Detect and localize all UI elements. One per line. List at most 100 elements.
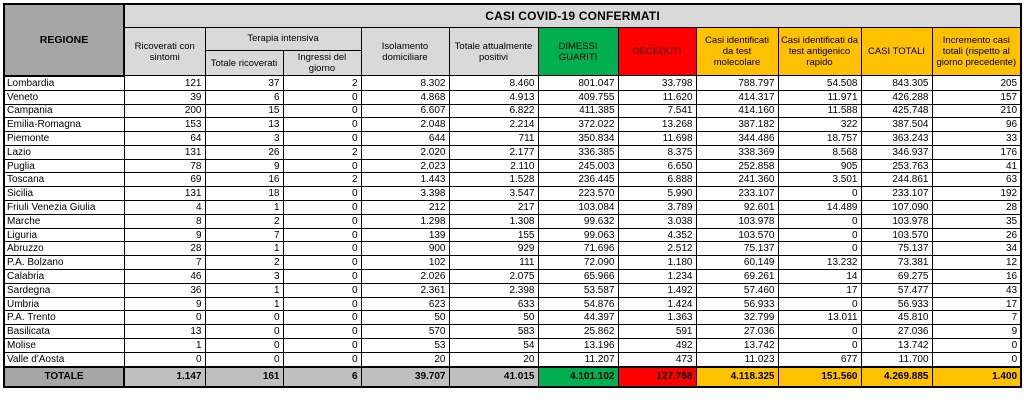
value-cell: 53 bbox=[360, 338, 450, 353]
value-cell: 33 bbox=[931, 131, 1022, 146]
value-cell: 4 bbox=[123, 200, 206, 215]
table-row: Lombardia 121 37 2 8.302 8.460 801.047 33.798 78… bbox=[3, 75, 1022, 91]
value-cell: 32.799 bbox=[695, 310, 779, 326]
table-row: Friuli Venezia Giulia 4 1 0 212 217 103.084 3.7… bbox=[3, 200, 1022, 215]
value-cell: 2.361 bbox=[360, 282, 450, 298]
value-cell: 155 bbox=[448, 227, 539, 243]
region-name-cell: Emilia-Romagna bbox=[3, 117, 125, 133]
value-cell: 0 bbox=[282, 269, 362, 284]
value-cell: 26 bbox=[931, 227, 1022, 243]
value-cell: 210 bbox=[931, 103, 1022, 119]
region-name-cell: Abruzzo bbox=[3, 241, 125, 257]
value-cell: 17 bbox=[931, 296, 1022, 312]
value-cell: 387.182 bbox=[695, 117, 779, 133]
value-cell: 492 bbox=[617, 338, 697, 353]
value-cell: 0 bbox=[282, 213, 362, 229]
value-cell: 2.177 bbox=[448, 144, 539, 160]
value-cell: 2.026 bbox=[360, 269, 450, 284]
value-cell: 78 bbox=[123, 158, 206, 174]
value-cell: 36 bbox=[123, 282, 206, 298]
value-cell: 0 bbox=[204, 338, 284, 353]
value-cell: 473 bbox=[617, 351, 697, 368]
value-cell: 75.137 bbox=[860, 241, 933, 257]
value-cell: 103.978 bbox=[695, 213, 779, 229]
value-cell: 2.214 bbox=[448, 117, 539, 133]
value-cell: 46 bbox=[123, 269, 206, 284]
value-cell: 425.748 bbox=[860, 103, 933, 119]
value-cell: 0 bbox=[204, 310, 284, 326]
value-cell: 39 bbox=[123, 89, 206, 105]
value-cell: 53.587 bbox=[537, 282, 619, 298]
value-cell: 591 bbox=[617, 324, 697, 340]
value-cell: 11.971 bbox=[777, 89, 862, 105]
region-name-cell: Calabria bbox=[3, 269, 125, 284]
totale-test-antigenico: 151.560 bbox=[777, 365, 862, 388]
value-cell: 0 bbox=[282, 158, 362, 174]
value-cell: 131 bbox=[123, 144, 206, 160]
table-row: Puglia 78 9 0 2.023 2.110 245.003 6.650 252.858 9… bbox=[3, 158, 1022, 174]
value-cell: 0 bbox=[282, 89, 362, 105]
value-cell: 4.868 bbox=[360, 89, 450, 105]
totale-isolamento: 39.707 bbox=[360, 365, 450, 388]
header-regione: REGIONE bbox=[3, 3, 125, 77]
region-name-cell: Valle d'Aosta bbox=[3, 351, 125, 368]
value-cell: 17 bbox=[777, 282, 862, 298]
value-cell: 0 bbox=[777, 213, 862, 229]
value-cell: 13.742 bbox=[860, 338, 933, 353]
value-cell: 131 bbox=[123, 186, 206, 202]
value-cell: 54.876 bbox=[537, 296, 619, 312]
value-cell: 103.978 bbox=[860, 213, 933, 229]
value-cell: 0 bbox=[123, 351, 206, 368]
region-name-cell: Friuli Venezia Giulia bbox=[3, 200, 125, 215]
value-cell: 34 bbox=[931, 241, 1022, 257]
value-cell: 0 bbox=[777, 227, 862, 243]
value-cell: 900 bbox=[360, 241, 450, 257]
value-cell: 8 bbox=[123, 213, 206, 229]
value-cell: 801.047 bbox=[537, 75, 619, 91]
value-cell: 11.700 bbox=[860, 351, 933, 368]
value-cell: 346.937 bbox=[860, 144, 933, 160]
value-cell: 26 bbox=[204, 144, 284, 160]
value-cell: 570 bbox=[360, 324, 450, 340]
table-row: Marche 8 2 0 1.298 1.308 99.632 3.038 103.978 0 10… bbox=[3, 213, 1022, 229]
value-cell: 0 bbox=[931, 351, 1022, 368]
value-cell: 0 bbox=[282, 200, 362, 215]
value-cell: 11.698 bbox=[617, 131, 697, 146]
value-cell: 0 bbox=[282, 255, 362, 271]
value-cell: 2 bbox=[282, 75, 362, 91]
value-cell: 2.110 bbox=[448, 158, 539, 174]
value-cell: 2.075 bbox=[448, 269, 539, 284]
value-cell: 0 bbox=[282, 186, 362, 202]
value-cell: 13.742 bbox=[695, 338, 779, 353]
value-cell: 623 bbox=[360, 296, 450, 312]
value-cell: 322 bbox=[777, 117, 862, 133]
value-cell: 0 bbox=[282, 338, 362, 353]
value-cell: 27.036 bbox=[695, 324, 779, 340]
value-cell: 57.477 bbox=[860, 282, 933, 298]
table-body: Lombardia 121 37 2 8.302 8.460 801.047 33.798 78… bbox=[3, 75, 1022, 368]
covid-table: REGIONE CASI COVID-19 CONFERMATI Ricover… bbox=[3, 3, 1023, 388]
value-cell: 2 bbox=[204, 213, 284, 229]
value-cell: 50 bbox=[360, 310, 450, 326]
table-row: Valle d'Aosta 0 0 0 20 20 11.207 473 11.023 677 11… bbox=[3, 351, 1022, 368]
value-cell: 44.397 bbox=[537, 310, 619, 326]
region-name-cell: Piemonte bbox=[3, 131, 125, 146]
value-cell: 96 bbox=[931, 117, 1022, 133]
value-cell: 344.486 bbox=[695, 131, 779, 146]
value-cell: 57.460 bbox=[695, 282, 779, 298]
value-cell: 929 bbox=[448, 241, 539, 257]
value-cell: 13.196 bbox=[537, 338, 619, 353]
value-cell: 43 bbox=[931, 282, 1022, 298]
value-cell: 1.424 bbox=[617, 296, 697, 312]
value-cell: 15 bbox=[204, 103, 284, 119]
value-cell: 13.268 bbox=[617, 117, 697, 133]
value-cell: 245.003 bbox=[537, 158, 619, 174]
value-cell: 2.512 bbox=[617, 241, 697, 257]
value-cell: 102 bbox=[360, 255, 450, 271]
table-row: Lazio 131 26 2 2.020 2.177 336.385 8.375 338.369… bbox=[3, 144, 1022, 160]
value-cell: 5.990 bbox=[617, 186, 697, 202]
value-cell: 2.398 bbox=[448, 282, 539, 298]
value-cell: 12 bbox=[931, 255, 1022, 271]
header-ingressi-giorno: Ingressi del giorno bbox=[282, 49, 362, 77]
